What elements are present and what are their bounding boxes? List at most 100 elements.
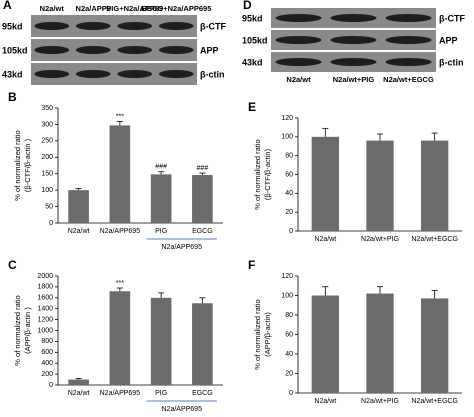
panel-letter: C (8, 258, 17, 272)
y-axis-label: % of normalized ratio (253, 139, 262, 209)
x-tick-label: PIG (155, 228, 167, 235)
x-tick-label: N2a/wt (314, 236, 336, 243)
bar (366, 140, 394, 231)
y-tick-label: 350 (41, 105, 53, 112)
y-tick-label: 1000 (37, 327, 53, 334)
blot-strip (31, 39, 197, 61)
blot-size: 105kd (242, 35, 268, 45)
bar (311, 295, 339, 393)
x-tick-label: N2a/wt+EGCG (411, 236, 458, 243)
blot-label: APP (200, 45, 219, 55)
y-tick-label: 100 (281, 292, 293, 299)
y-tick-label: 120 (281, 273, 293, 280)
blot-band (34, 22, 70, 30)
blot-column-label: N2a/wt (40, 4, 65, 13)
blot-column-label: N2a/APP6 (76, 4, 111, 13)
x-tick-label: N2a/wt (68, 390, 90, 397)
y-tick-label: 60 (285, 331, 293, 338)
blot-column-label: EGCG+N2a/APP695 (141, 4, 211, 13)
blot-label: β-CTF (200, 21, 226, 31)
blot-strip (31, 15, 197, 37)
x-tick-label: N2a/wt+PIG (361, 236, 399, 243)
blot-band (385, 36, 432, 44)
blot-size: 105kd (2, 45, 28, 55)
y-axis-label: (β-CTF/β-actin ) (23, 138, 32, 192)
blot-column-label: N2a/wt (286, 75, 311, 84)
y-tick-label: 1200 (37, 316, 53, 323)
y-tick-label: 50 (45, 203, 53, 210)
panel-letter: E (248, 100, 256, 114)
y-tick-label: 100 (41, 187, 53, 194)
blot-band (117, 70, 153, 78)
bar (150, 297, 172, 385)
blot-label: APP (439, 35, 458, 45)
x-tick-label: N2a/wt (314, 398, 336, 405)
y-tick-label: 80 (285, 312, 293, 319)
y-tick-label: 0 (49, 220, 53, 227)
y-tick-label: 600 (41, 349, 53, 356)
bar (109, 291, 131, 385)
blot-size: 95kd (2, 21, 23, 31)
blot-band (385, 58, 432, 66)
bar (366, 293, 394, 393)
x-tick-label: EGCG (192, 228, 213, 235)
blot-label: β-ctin (200, 69, 225, 79)
y-tick-label: 400 (41, 360, 53, 367)
x-tick-label: EGCG (192, 390, 213, 397)
blot-band (34, 70, 70, 78)
x-tick-label: N2a/wt+EGCG (411, 398, 458, 405)
y-tick-label: 800 (41, 338, 53, 345)
group-label: N2a/APP695 (162, 244, 203, 251)
y-tick-label: 1400 (37, 306, 53, 313)
blot-column-label: N2a/wt+PIG (333, 75, 375, 84)
blot-band (158, 70, 194, 78)
blot-band (34, 46, 70, 54)
panel-letter: A (3, 0, 12, 12)
y-axis-label: (APP/β-actin ) (23, 307, 32, 354)
y-tick-label: 120 (281, 115, 293, 122)
blot-band (75, 70, 111, 78)
blot-band (75, 46, 111, 54)
y-tick-label: 20 (285, 370, 293, 377)
y-tick-label: 250 (41, 138, 53, 145)
x-tick-label: N2a/APP695 (100, 228, 141, 235)
y-tick-label: 100 (281, 134, 293, 141)
y-tick-label: 40 (285, 190, 293, 197)
y-tick-label: 2000 (37, 273, 53, 280)
blot-band (117, 22, 153, 30)
bar (109, 125, 131, 223)
y-axis-label: % of normalized ratio (13, 295, 22, 365)
panel-letter: D (243, 0, 252, 12)
y-axis-label: (APP/β-actin) (263, 312, 272, 357)
y-tick-label: 60 (285, 171, 293, 178)
y-tick-label: 150 (41, 171, 53, 178)
blot-band (275, 58, 322, 66)
y-tick-label: 0 (49, 382, 53, 389)
significance-label: ### (155, 164, 167, 171)
bar (421, 140, 449, 231)
bar (68, 379, 89, 385)
y-axis-label: % of normalized ratio (13, 130, 22, 200)
significance-label: *** (116, 280, 124, 287)
y-tick-label: 1800 (37, 284, 53, 291)
blot-column-label: PIG+N2a/APP69 (106, 4, 163, 13)
blot-band (117, 46, 153, 54)
blot-size: 43kd (242, 57, 263, 67)
x-tick-label: N2a/wt (68, 228, 90, 235)
blot-band (158, 22, 194, 30)
bar (311, 136, 339, 231)
x-tick-label: N2a/APP695 (100, 390, 141, 397)
blot-strip (31, 63, 197, 85)
group-label: N2a/APP695 (162, 406, 203, 413)
blot-band (330, 14, 377, 22)
blot-label: β-CTF (439, 13, 465, 23)
y-tick-label: 0 (289, 228, 293, 235)
blot-band (275, 14, 322, 22)
panel-letter: F (248, 258, 255, 272)
bar (150, 174, 172, 223)
y-tick-label: 40 (285, 351, 293, 358)
y-axis-label: (β-CTF/β-actin) (263, 148, 272, 200)
y-tick-label: 0 (289, 390, 293, 397)
y-tick-label: 200 (41, 154, 53, 161)
